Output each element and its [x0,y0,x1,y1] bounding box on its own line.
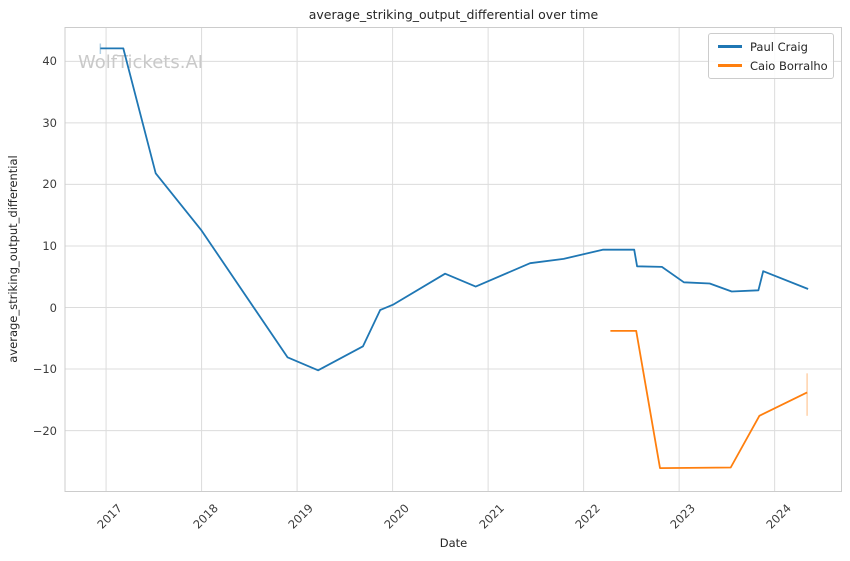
legend-line-sample-orange [718,64,742,67]
legend-item-paul-craig: Paul Craig [718,37,825,56]
caio-borralho-line [610,329,808,470]
legend-label: Caio Borralho [750,58,828,73]
legend-item-caio-borralho: Caio Borralho [718,56,828,75]
watermark: WolfTickets.AI [78,52,203,73]
paul-craig-line [100,47,809,372]
chart-title: average_striking_output_differential ove… [308,7,599,22]
legend-line-sample-blue [718,45,742,48]
plot-border [64,27,842,492]
x-axis-label: Date [439,536,468,550]
legend-label: Paul Craig [750,39,808,54]
legend: Paul Craig Caio Borralho [708,33,834,79]
